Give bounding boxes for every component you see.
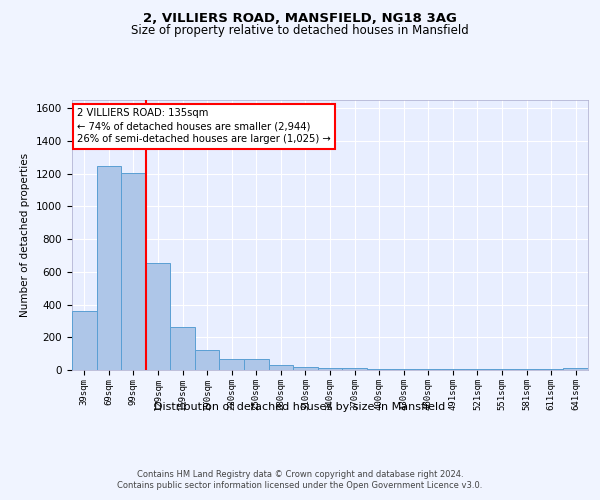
Text: Contains public sector information licensed under the Open Government Licence v3: Contains public sector information licen… — [118, 481, 482, 490]
Text: Contains HM Land Registry data © Crown copyright and database right 2024.: Contains HM Land Registry data © Crown c… — [137, 470, 463, 479]
Bar — [195, 350, 220, 370]
Bar — [244, 360, 269, 370]
Text: 2, VILLIERS ROAD, MANSFIELD, NG18 3AG: 2, VILLIERS ROAD, MANSFIELD, NG18 3AG — [143, 12, 457, 26]
Bar — [440, 369, 465, 370]
Bar — [539, 369, 563, 370]
Text: Size of property relative to detached houses in Mansfield: Size of property relative to detached ho… — [131, 24, 469, 37]
Bar — [416, 369, 440, 370]
Text: Distribution of detached houses by size in Mansfield: Distribution of detached houses by size … — [154, 402, 446, 412]
Bar — [318, 368, 342, 370]
Bar — [465, 369, 490, 370]
Bar — [367, 369, 391, 370]
Bar — [342, 368, 367, 370]
Bar — [563, 368, 588, 370]
Bar — [391, 369, 416, 370]
Bar — [72, 311, 97, 370]
Bar — [220, 358, 244, 370]
Bar — [490, 369, 514, 370]
Bar — [170, 328, 195, 370]
Bar — [269, 365, 293, 370]
Bar — [121, 173, 146, 370]
Text: 2 VILLIERS ROAD: 135sqm
← 74% of detached houses are smaller (2,944)
26% of semi: 2 VILLIERS ROAD: 135sqm ← 74% of detache… — [77, 108, 331, 144]
Bar — [514, 369, 539, 370]
Y-axis label: Number of detached properties: Number of detached properties — [20, 153, 31, 317]
Bar — [146, 263, 170, 370]
Bar — [97, 166, 121, 370]
Bar — [293, 366, 318, 370]
